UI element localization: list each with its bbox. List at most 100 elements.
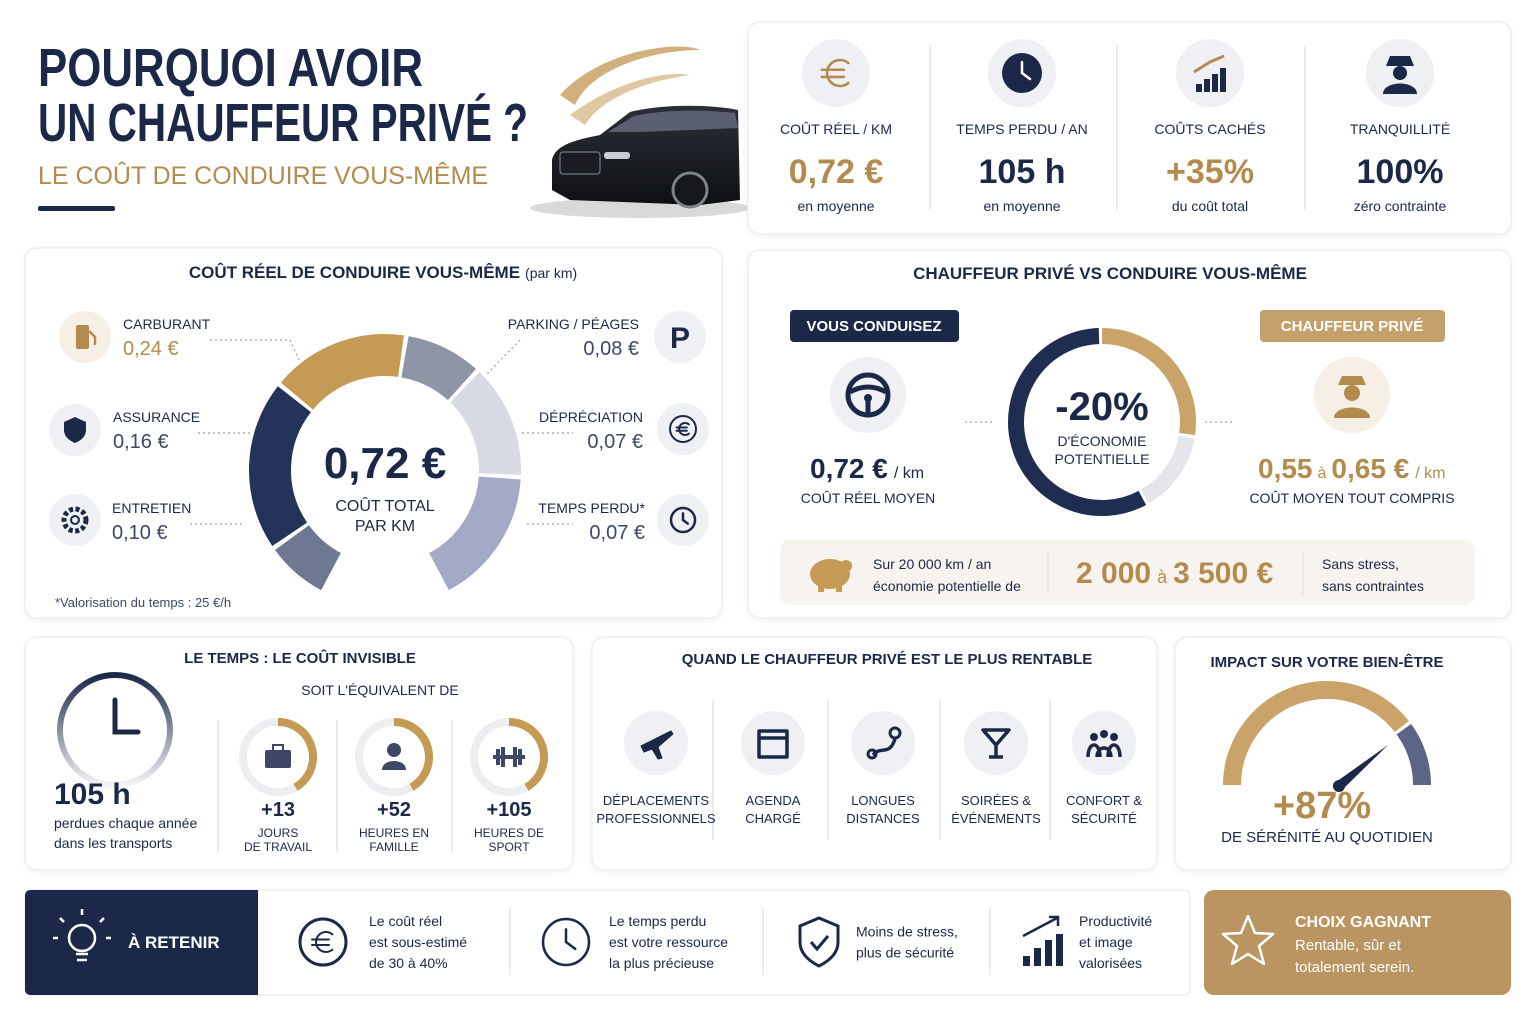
cost-label: TEMPS PERDU* — [538, 500, 645, 516]
takeaway-text: Productivité — [1079, 913, 1152, 929]
profitable-label: LONGUES — [851, 793, 915, 808]
decoration — [67, 923, 97, 953]
badge-text: CHAUFFEUR PRIVÉ — [1281, 318, 1424, 335]
wellbeing-card — [1174, 636, 1512, 871]
unit: / km — [894, 465, 924, 482]
arc-segment — [400, 336, 476, 401]
decoration — [1344, 385, 1360, 401]
cost-label: PARKING / PÉAGES — [508, 316, 639, 332]
arc-segment — [1008, 328, 1147, 516]
equivalent-label: SOIT L'ÉQUIVALENT DE — [301, 682, 459, 698]
underline — [38, 206, 115, 211]
total-label: PAR KM — [355, 518, 415, 535]
profitable-label: ÉVÉNEMENTS — [951, 811, 1041, 826]
chauffeur-icon — [1334, 376, 1370, 418]
arc-segment — [277, 718, 317, 791]
winner-panel — [1204, 890, 1511, 995]
title-line: UN CHAUFFEUR PRIVÉ ? — [38, 93, 528, 153]
sep: à — [1157, 567, 1168, 587]
cost-value: 0,10 € — [112, 522, 168, 544]
kpi-note: zéro contrainte — [1354, 198, 1447, 214]
caption: COÛT MOYEN TOUT COMPRIS — [1249, 490, 1454, 506]
piggy-icon — [810, 559, 852, 592]
kpi-value: 105 h — [979, 153, 1066, 191]
footnote: *Valorisation du temps : 25 €/h — [55, 595, 231, 610]
takeaway-items: Le coût réel est sous-estimé de 30 à 40% Le… — [298, 908, 1152, 975]
sep: à — [1318, 465, 1327, 482]
icon-bg — [49, 494, 101, 546]
arc-segment — [393, 718, 433, 791]
parking-icon: P — [670, 322, 690, 355]
star-icon — [1221, 914, 1275, 966]
winner-text: totalement serein. — [1295, 959, 1414, 976]
savings-text: économie potentielle de — [873, 578, 1021, 594]
profitable-label: CONFORT & — [1066, 793, 1142, 808]
profitable-label: AGENDA — [746, 793, 801, 808]
bulb-icon — [53, 909, 111, 962]
decoration — [818, 584, 824, 592]
profitable-label: CHARGÉ — [745, 811, 801, 826]
title-line: POURQUOI AVOIR — [38, 38, 423, 98]
hours: 105 h — [54, 778, 131, 811]
decoration — [845, 372, 891, 418]
kpi-label: COÛT RÉEL / KM — [780, 121, 892, 137]
winner-text: Rentable, sûr et — [1295, 937, 1402, 954]
profitable-icon — [981, 728, 1011, 759]
person-icon — [387, 743, 401, 757]
icon-bg — [654, 311, 706, 363]
value: 3 500 € — [1173, 557, 1273, 590]
profitable-label: PROFESSIONNELS — [596, 811, 716, 826]
needle-hub — [1333, 780, 1345, 792]
euro-circle — [298, 917, 348, 967]
clock-icon — [669, 506, 697, 534]
chauffeur-icon — [1383, 56, 1417, 94]
clock-hands — [1020, 60, 1032, 81]
decoration — [604, 152, 630, 159]
briefcase-icon — [272, 744, 284, 752]
briefcase-icon — [265, 750, 291, 768]
profitable-label: SÉCURITÉ — [1071, 811, 1137, 826]
value: 0,55 — [1258, 453, 1313, 484]
icon-bg — [802, 39, 870, 107]
cost-items: CARBURANT 0,24 € ASSURANCE 0,16 € ENTRETIEN 0… — [49, 311, 709, 546]
clock-hands — [112, 697, 141, 735]
person-icon — [382, 761, 406, 770]
hours-caption: perdues chaque année — [54, 815, 197, 831]
cost-title-text: COÛT RÉEL DE CONDUIRE VOUS-MÊME — [189, 263, 520, 282]
badge-text: VOUS CONDUISEZ — [806, 318, 941, 335]
decoration — [840, 560, 852, 572]
decoration — [864, 394, 872, 402]
arc-segment — [1101, 328, 1196, 436]
family-icon — [1110, 733, 1118, 741]
arc-segment — [1140, 435, 1195, 504]
time-label: HEURES DE — [474, 826, 544, 840]
kpi-value: 0,72 € — [789, 153, 884, 191]
total-value: 0,72 € — [324, 439, 446, 488]
winner-title: CHOIX GAGNANT — [1295, 914, 1431, 931]
chart-icon — [1204, 79, 1210, 92]
euro-icon — [311, 931, 334, 953]
value: 0,65 € — [1331, 453, 1409, 484]
decoration — [570, 74, 690, 125]
savings-range: 2 000 à 3 500 € — [1076, 557, 1274, 590]
savings-percent: -20% — [1055, 385, 1148, 429]
profitable-title: QUAND LE CHAUFFEUR PRIVÉ EST LE PLUS REN… — [682, 651, 1093, 668]
takeaway-text: plus de sécurité — [856, 945, 954, 961]
arc-segment — [1223, 681, 1409, 786]
cost-value: 0,07 € — [589, 522, 645, 544]
badge — [790, 310, 959, 342]
decoration — [560, 46, 700, 105]
header: POURQUOI AVOIR UN CHAUFFEUR PRIVÉ ? LE C… — [38, 38, 750, 218]
kpi-note: en moyenne — [983, 198, 1060, 214]
takeaway-text: valorisées — [1079, 955, 1142, 971]
arc-segment — [428, 475, 521, 591]
savings-note: Sans stress, — [1322, 556, 1399, 572]
gear-icon — [61, 506, 89, 534]
kpi-card — [747, 21, 1512, 235]
profitable-icon — [640, 730, 674, 760]
takeaway-text: Le temps perdu — [609, 913, 706, 929]
chauffeur-icon — [1393, 66, 1407, 80]
decoration — [1334, 407, 1370, 418]
takeaway-text: Moins de stress, — [856, 924, 958, 940]
